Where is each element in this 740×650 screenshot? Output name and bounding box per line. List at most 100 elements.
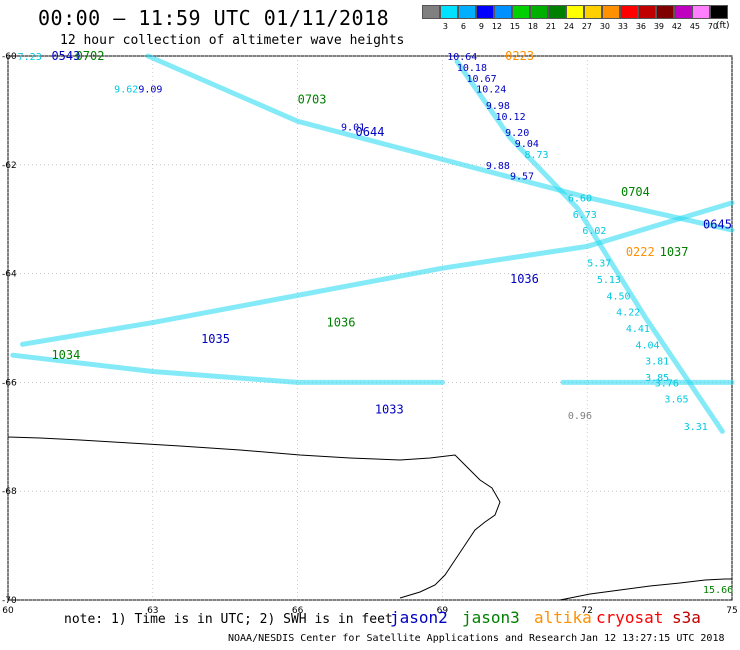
y-tick-label: -62 [2, 161, 17, 171]
y-tick-label: -60 [2, 52, 17, 62]
y-tick-label: -66 [2, 378, 17, 388]
ground-track-a [10, 352, 445, 385]
colorbar-label: 36 [635, 22, 646, 31]
colorbar-label: 12 [491, 22, 502, 31]
satellite-s3a: s3a [672, 608, 701, 627]
colorbar-label: 70 [707, 22, 718, 31]
colorbar-labels: 3 6 9 12 15 18 21 24 27 30 33 36 39 42 45 70 [422, 22, 718, 31]
satellite-altika: altika [534, 608, 592, 627]
track-label: 5.13 [597, 275, 621, 286]
y-tick-label: -64 [2, 270, 17, 280]
colorbar-label: 15 [509, 22, 520, 31]
track-label: 3.85 [645, 373, 669, 384]
colorbar-swatch [494, 5, 512, 19]
colorbar-swatch [440, 5, 458, 19]
track-label: 15.66 [703, 585, 733, 596]
coastline [7, 436, 501, 599]
x-tick-label: 63 [147, 606, 158, 616]
units-note: note: 1) Time is in UTC; 2) SWH is in fe… [64, 612, 393, 627]
colorbar-swatch [566, 5, 584, 19]
colorbar-swatch [476, 5, 494, 19]
colorbar-swatch [458, 5, 476, 19]
colorbar-swatch [620, 5, 638, 19]
colorbar-swatch [674, 5, 692, 19]
track-label: 3.31 [684, 422, 708, 433]
map-title: 00:00 – 11:59 UTC 01/11/2018 [38, 6, 390, 30]
track-label: 0702 [76, 49, 105, 63]
footer-credit: NOAA/NESDIS Center for Satellite Applica… [228, 633, 578, 644]
y-tick-label: -70 [2, 596, 17, 606]
colorbar-swatch [512, 5, 530, 19]
track-label: 0644 [356, 125, 385, 139]
wave-height-colorbar [422, 5, 728, 19]
track-label: 1035 [201, 332, 230, 346]
track-label: 8.73 [524, 150, 548, 161]
colorbar-unit: (ft) [716, 21, 730, 31]
track-label: 9.04 [515, 139, 539, 150]
satellite-cryosat: cryosat [596, 608, 664, 627]
y-tick-label: -68 [2, 487, 17, 497]
colorbar-label: 24 [563, 22, 574, 31]
colorbar-label: 18 [527, 22, 538, 31]
track-label: 1036 [327, 316, 356, 330]
colorbar-label: 3 [442, 22, 448, 31]
track-label: 0645 [703, 218, 732, 232]
colorbar-label: 45 [689, 22, 700, 31]
track-label: 9.01 [341, 123, 365, 134]
x-tick-label: 75 [726, 606, 737, 616]
colorbar-label: 21 [545, 22, 556, 31]
track-label: 7.23 [18, 52, 42, 63]
track-label: 0704 [621, 185, 650, 199]
track-label: 1037 [660, 245, 689, 259]
ground-track-b [145, 53, 735, 233]
track-label: 1036 [510, 272, 539, 286]
colorbar-swatch [638, 5, 656, 19]
track-label: 4.04 [635, 340, 659, 351]
track-label: 9.98 [486, 101, 510, 112]
colorbar-swatch [692, 5, 710, 19]
track-label: 10.24 [476, 85, 506, 96]
track-label: 9.57 [510, 172, 534, 183]
colorbar-swatch [584, 5, 602, 19]
track-label: 6.02 [582, 226, 606, 237]
track-label: 0223 [505, 49, 534, 63]
track-label: 9.62 [114, 85, 138, 96]
colorbar-swatch [710, 5, 728, 19]
track-label: 4.22 [616, 308, 640, 319]
track-label: 4.50 [607, 291, 631, 302]
colorbar-label: 27 [581, 22, 592, 31]
track-label: 9.20 [505, 128, 529, 139]
footer-timestamp: Jan 12 13:27:15 UTC 2018 [580, 633, 725, 644]
track-label: 10.18 [457, 63, 487, 74]
colorbar-label: 42 [671, 22, 682, 31]
colorbar-label: 30 [599, 22, 610, 31]
x-tick-label: 60 [2, 606, 14, 616]
track-label: 5.37 [587, 259, 611, 270]
track-label: 6.73 [573, 210, 597, 221]
track-label: 3.81 [645, 357, 669, 368]
track-label: 0222 [626, 245, 655, 259]
track-label: 6.60 [568, 193, 592, 204]
colorbar-label: 9 [478, 22, 484, 31]
satellite-jason2: jason2 [390, 608, 448, 627]
track-label: 1034 [51, 348, 80, 362]
track-label: 10.64 [447, 52, 477, 63]
colorbar-swatch [548, 5, 566, 19]
track-label: 9.09 [138, 85, 162, 96]
colorbar-label: 39 [653, 22, 664, 31]
track-label: 1033 [375, 403, 404, 417]
x-tick-label: 66 [292, 606, 304, 616]
map-subtitle: 12 hour collection of altimeter wave hei… [60, 33, 405, 48]
track-label: 0.96 [568, 411, 592, 422]
track-label: 9.88 [486, 161, 510, 172]
ground-track-ascending-a [19, 200, 735, 347]
colorbar-label: 6 [460, 22, 466, 31]
colorbar-label: 33 [617, 22, 628, 31]
colorbar-swatch [656, 5, 674, 19]
track-label: 10.67 [467, 74, 497, 85]
satellite-jason3: jason3 [462, 608, 520, 627]
colorbar-swatch [602, 5, 620, 19]
track-label: 10.12 [495, 112, 525, 123]
track-label: 0543 [51, 49, 80, 63]
